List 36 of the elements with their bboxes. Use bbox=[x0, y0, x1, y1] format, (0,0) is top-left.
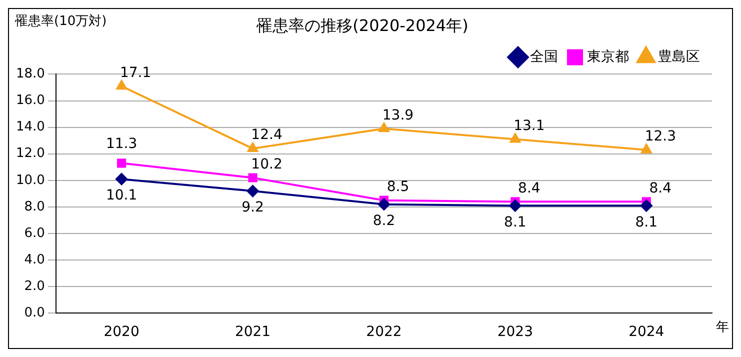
data-label: 9.2 bbox=[242, 200, 264, 216]
data-label: 8.2 bbox=[372, 212, 396, 229]
chart-title: 罹患率の推移(2020-2024年) bbox=[256, 16, 468, 35]
legend-label: 全国 bbox=[530, 48, 558, 65]
legend-label: 東京都 bbox=[587, 48, 629, 65]
data-label: 13.9 bbox=[382, 107, 414, 124]
x-tick-label: 2024 bbox=[628, 324, 664, 340]
data-label: 10.2 bbox=[251, 156, 282, 172]
y-tick-label: 12.0 bbox=[16, 146, 45, 162]
data-label: 8.1 bbox=[635, 214, 658, 230]
x-tick-label: 2023 bbox=[497, 324, 534, 340]
y-tick-label: 14.0 bbox=[16, 120, 45, 135]
data-label: 11.3 bbox=[106, 136, 138, 152]
y-tick-label: 16.0 bbox=[16, 93, 45, 108]
data-label: 12.3 bbox=[644, 128, 676, 145]
y-tick-label: 4.0 bbox=[24, 252, 45, 268]
x-tick-label: 2021 bbox=[234, 324, 271, 340]
y-tick-label: 0.0 bbox=[24, 306, 45, 321]
data-label: 8.4 bbox=[649, 180, 672, 196]
x-tick-label: 2022 bbox=[366, 324, 402, 340]
data-label: 10.1 bbox=[106, 188, 138, 204]
x-axis-title: 年 bbox=[716, 320, 729, 336]
y-tick-label: 6.0 bbox=[24, 226, 45, 241]
data-label: 12.4 bbox=[251, 127, 282, 144]
data-label: 17.1 bbox=[120, 64, 152, 81]
legend-label: 豊島区 bbox=[658, 48, 700, 65]
y-tick-label: 8.0 bbox=[24, 199, 45, 214]
data-label: 8.4 bbox=[518, 180, 540, 196]
data-label: 8.5 bbox=[386, 178, 410, 195]
y-tick-label: 2.0 bbox=[24, 279, 45, 294]
data-label: 13.1 bbox=[514, 118, 545, 134]
data-label: 8.1 bbox=[504, 214, 526, 230]
y-tick-label: 18.0 bbox=[16, 66, 45, 82]
y-axis-title: 罹患率(10万対) bbox=[14, 12, 107, 29]
y-tick-label: 10.0 bbox=[16, 172, 45, 188]
x-tick-label: 2020 bbox=[104, 324, 140, 340]
